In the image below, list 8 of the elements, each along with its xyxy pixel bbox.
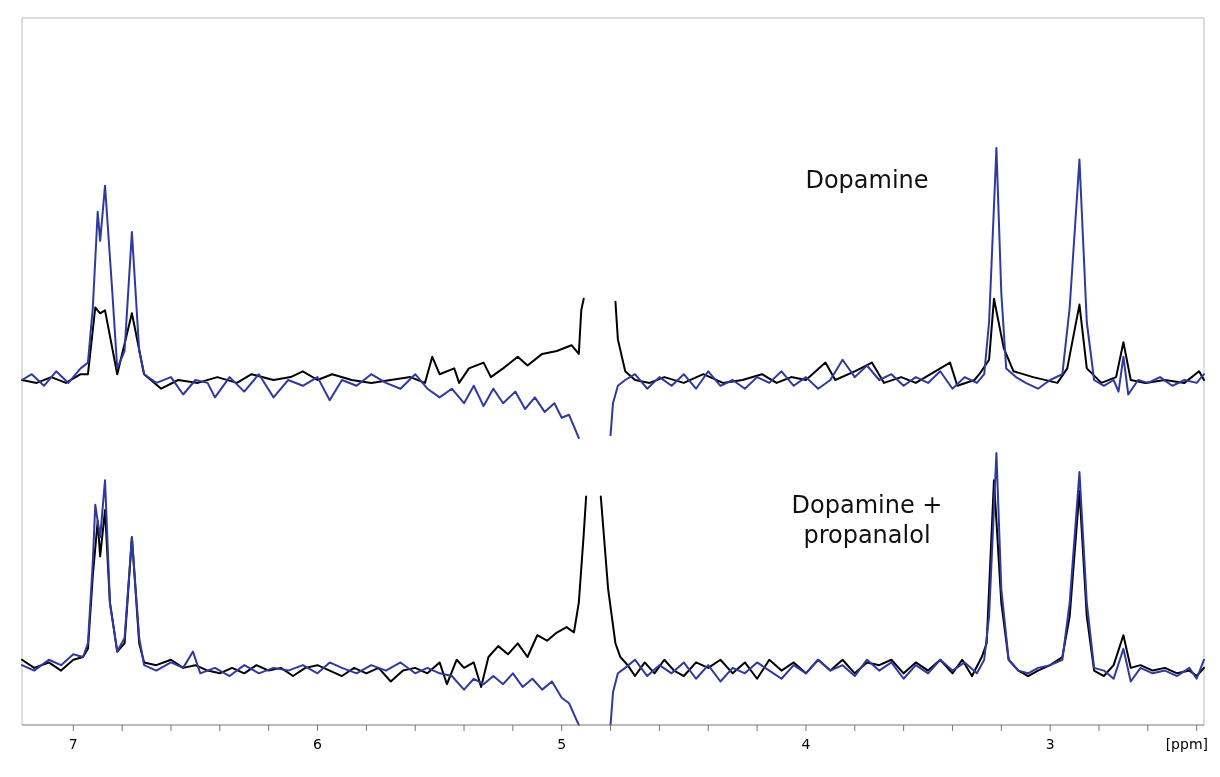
x-tick-label: 5	[557, 736, 567, 752]
text: Dopamine	[805, 166, 929, 194]
text: Dopamine + propanalol	[791, 491, 943, 549]
x-tick-label: 7	[68, 736, 78, 752]
x-tick-label: 4	[801, 736, 811, 752]
x-axis-title: [ppm]	[1165, 736, 1208, 752]
x-tick-label: 3	[1045, 736, 1055, 752]
x-tick-label: 6	[313, 736, 323, 752]
